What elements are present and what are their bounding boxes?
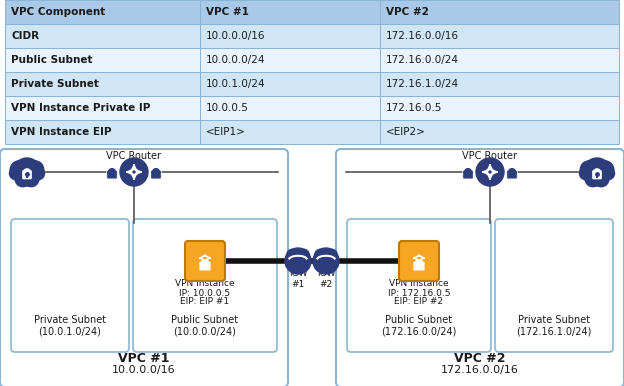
Text: (10.0.0.0/24): (10.0.0.0/24) [173,327,236,337]
Circle shape [287,249,298,260]
Text: (172.16.1.0/24): (172.16.1.0/24) [516,327,592,337]
Circle shape [593,171,609,187]
Text: EIP: EIP #1: EIP: EIP #1 [180,298,230,306]
FancyBboxPatch shape [5,24,200,48]
FancyBboxPatch shape [107,170,117,179]
Text: (10.0.1.0/24): (10.0.1.0/24) [39,327,102,337]
FancyBboxPatch shape [200,120,380,144]
Text: 10.0.0.0/16: 10.0.0.0/16 [112,365,176,375]
FancyBboxPatch shape [22,170,32,179]
FancyBboxPatch shape [413,262,424,271]
Circle shape [585,171,600,187]
Text: VPC #2: VPC #2 [454,352,505,364]
Text: 172.16.0.0/16: 172.16.0.0/16 [441,365,519,375]
Text: Public Subnet: Public Subnet [172,315,238,325]
Text: 172.16.0.0/16: 172.16.0.0/16 [386,31,459,41]
Text: <EIP2>: <EIP2> [386,127,426,137]
FancyBboxPatch shape [200,72,380,96]
Circle shape [602,167,615,180]
FancyBboxPatch shape [5,72,200,96]
FancyBboxPatch shape [380,96,619,120]
Text: VPC #2: VPC #2 [386,7,429,17]
FancyBboxPatch shape [5,48,200,72]
Text: 10.0.1.0/24: 10.0.1.0/24 [206,79,266,89]
Circle shape [580,161,598,179]
Text: Private Subnet: Private Subnet [34,315,106,325]
FancyBboxPatch shape [507,170,517,179]
Circle shape [580,167,592,180]
FancyBboxPatch shape [380,120,619,144]
FancyBboxPatch shape [151,170,161,179]
FancyBboxPatch shape [495,219,613,352]
FancyBboxPatch shape [463,170,473,179]
Text: Public Subnet: Public Subnet [386,315,452,325]
FancyBboxPatch shape [399,241,439,281]
Text: Public Subnet: Public Subnet [11,55,92,65]
FancyBboxPatch shape [200,48,380,72]
Circle shape [293,249,303,260]
Text: VPC #1: VPC #1 [206,7,249,17]
Circle shape [313,248,339,274]
FancyBboxPatch shape [347,219,491,352]
Circle shape [9,167,22,180]
Text: VPC #1: VPC #1 [119,352,170,364]
Text: 10.0.0.0/16: 10.0.0.0/16 [206,31,265,41]
Text: 172.16.1.0/24: 172.16.1.0/24 [386,79,459,89]
FancyBboxPatch shape [185,241,225,281]
Text: 10.0.0.5: 10.0.0.5 [206,103,249,113]
FancyBboxPatch shape [336,149,624,386]
Text: VPN Instance Private IP: VPN Instance Private IP [11,103,150,113]
Text: CIDR: CIDR [11,31,39,41]
Circle shape [321,249,331,260]
Text: VPC Router: VPC Router [107,151,162,161]
FancyBboxPatch shape [200,0,380,24]
FancyBboxPatch shape [380,72,619,96]
Circle shape [15,171,31,187]
Text: IGW
#1: IGW #1 [289,269,307,289]
Text: IP: 172.16.0.5: IP: 172.16.0.5 [388,288,451,298]
Text: VPC Component: VPC Component [11,7,105,17]
Circle shape [285,248,311,274]
FancyBboxPatch shape [0,149,288,386]
Text: VPN Instance: VPN Instance [175,279,235,288]
Text: 10.0.0.0/24: 10.0.0.0/24 [206,55,265,65]
Text: 172.16.0.0/24: 172.16.0.0/24 [386,55,459,65]
Text: <EIP1>: <EIP1> [206,127,246,137]
Text: VPN Instance EIP: VPN Instance EIP [11,127,112,137]
Circle shape [13,158,41,186]
FancyBboxPatch shape [380,24,619,48]
FancyBboxPatch shape [5,120,200,144]
FancyBboxPatch shape [200,262,210,271]
Circle shape [26,161,44,179]
Text: Private Subnet: Private Subnet [11,79,99,89]
FancyBboxPatch shape [5,96,200,120]
Text: EIP: EIP #2: EIP: EIP #2 [394,298,444,306]
FancyBboxPatch shape [133,219,277,352]
FancyBboxPatch shape [5,0,200,24]
Text: VPN Instance: VPN Instance [389,279,449,288]
Circle shape [476,158,504,186]
Text: IP: 10.0.0.5: IP: 10.0.0.5 [180,288,230,298]
Circle shape [10,161,29,179]
Circle shape [120,158,148,186]
Text: 172.16.0.5: 172.16.0.5 [386,103,442,113]
FancyBboxPatch shape [380,0,619,24]
Text: (172.16.0.0/24): (172.16.0.0/24) [381,327,457,337]
FancyBboxPatch shape [380,48,619,72]
Circle shape [315,249,325,260]
Text: IGW
#2: IGW #2 [317,269,335,289]
FancyBboxPatch shape [11,219,129,352]
Text: VPC Router: VPC Router [462,151,517,161]
FancyBboxPatch shape [592,170,602,179]
Text: Private Subnet: Private Subnet [518,315,590,325]
FancyBboxPatch shape [200,24,380,48]
Circle shape [326,249,337,260]
Circle shape [583,158,611,186]
Circle shape [24,171,39,187]
Circle shape [299,249,309,260]
Circle shape [595,161,614,179]
Circle shape [32,167,44,180]
FancyBboxPatch shape [200,96,380,120]
